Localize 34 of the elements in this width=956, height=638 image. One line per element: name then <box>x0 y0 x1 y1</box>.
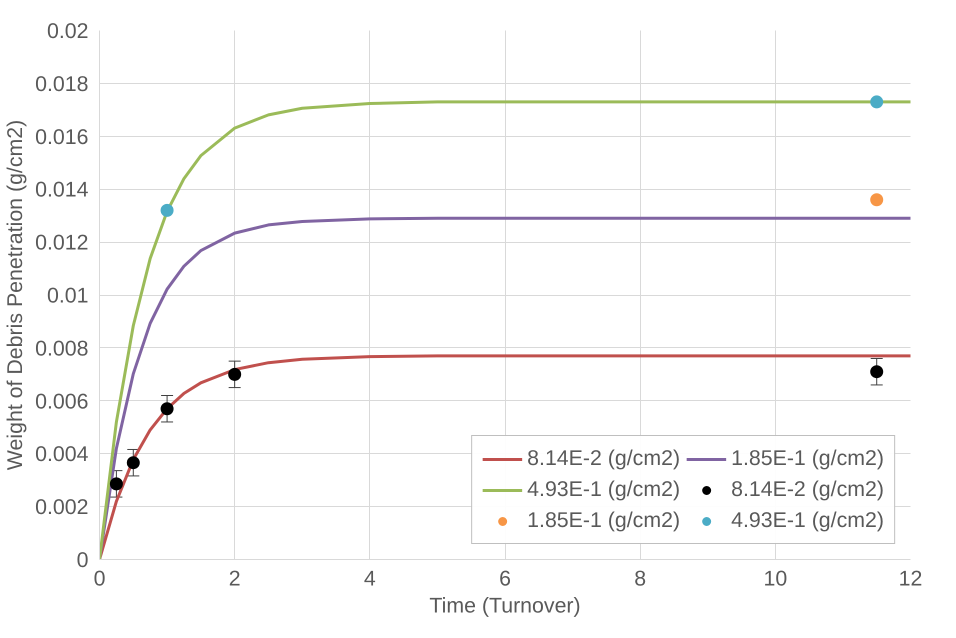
y-tick-label: 0.014 <box>35 178 89 202</box>
point <box>870 193 884 206</box>
y-tick-label: 0.012 <box>35 230 89 255</box>
legend-label: 4.93E-1 (g/cm2) <box>527 477 680 502</box>
legend-label: 8.14E-2 (g/cm2) <box>527 446 680 471</box>
legend-label: 8.14E-2 (g/cm2) <box>731 477 884 502</box>
point <box>870 95 884 108</box>
y-tick-label: 0.002 <box>35 495 89 520</box>
x-tick-label: 10 <box>763 566 788 590</box>
y-tick-label: 0.008 <box>35 336 89 360</box>
point <box>126 456 140 470</box>
y-axis-title: Weight of Debris Penetration (g/cm2) <box>3 120 28 470</box>
point <box>228 368 242 381</box>
x-tick-label: 2 <box>228 566 241 590</box>
point <box>160 402 174 416</box>
x-tick-label: 0 <box>94 566 106 590</box>
point <box>160 204 174 217</box>
x-axis-title: Time (Turnover) <box>429 594 581 618</box>
y-tick-label: 0.006 <box>35 389 89 414</box>
legend-label: 1.85E-1 (g/cm2) <box>731 446 884 471</box>
x-tick-label: 6 <box>499 566 511 590</box>
point <box>110 477 123 490</box>
point <box>870 365 884 378</box>
legend-label: 1.85E-1 (g/cm2) <box>527 508 680 533</box>
y-tick-label: 0.016 <box>35 124 89 149</box>
y-tick-label: 0.004 <box>35 442 89 466</box>
legend-label: 4.93E-1 (g/cm2) <box>731 508 884 533</box>
x-tick-label: 8 <box>634 566 646 590</box>
y-tick-label: 0.02 <box>46 19 89 43</box>
y-tick-label: 0.01 <box>46 284 89 308</box>
x-tick-label: 4 <box>364 566 376 590</box>
x-tick-label: 12 <box>898 566 922 590</box>
y-tick-label: 0.018 <box>35 72 89 96</box>
y-tick-label: 0 <box>76 548 89 572</box>
